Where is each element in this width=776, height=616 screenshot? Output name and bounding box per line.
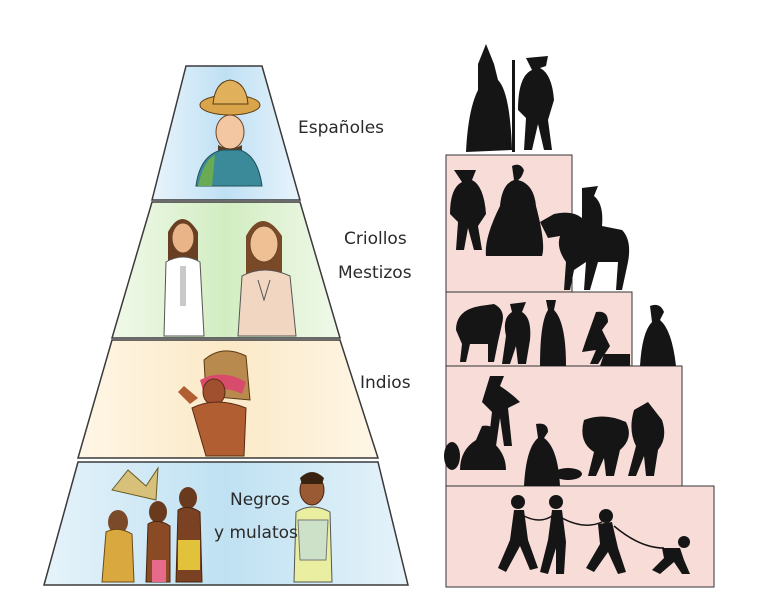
tier-criollos-mestizos [110, 201, 342, 339]
porter-silhouette [582, 416, 629, 476]
spaniard-figure [195, 79, 263, 187]
chained-slaves-silhouette [498, 495, 690, 574]
label-mestizos: Mestizos [338, 263, 412, 283]
horseman-silhouette [540, 186, 630, 290]
label-criollos: Criollos [344, 229, 407, 249]
label-y-mulatos: y mulatos [214, 523, 298, 543]
criollo-figure [163, 219, 205, 337]
indio-figure [178, 350, 251, 457]
caballero-silhouette [450, 170, 486, 250]
woman-silhouette [640, 304, 676, 366]
label-espanoles: Españoles [298, 118, 384, 138]
merchant-silhouette [502, 302, 531, 364]
carrier-silhouette [628, 402, 665, 476]
left-pyramid [43, 65, 409, 586]
nobleman-silhouette [518, 56, 554, 150]
label-indios: Indios [360, 373, 411, 393]
label-negros: Negros [230, 490, 290, 510]
artisan-silhouette [582, 311, 610, 364]
tier-indios [77, 339, 380, 459]
bishop-silhouette [466, 44, 512, 152]
washerwoman-silhouette [524, 423, 560, 486]
friar-silhouette [540, 300, 566, 366]
lady-silhouette [485, 164, 544, 256]
right-staircase [444, 36, 776, 588]
mestizo-figure [237, 221, 297, 337]
step-4 [445, 485, 715, 588]
enslaved-group-figure [101, 466, 203, 583]
mule-silhouette [456, 304, 503, 362]
servant-silhouette [460, 425, 506, 470]
mulato-figure [293, 472, 333, 583]
